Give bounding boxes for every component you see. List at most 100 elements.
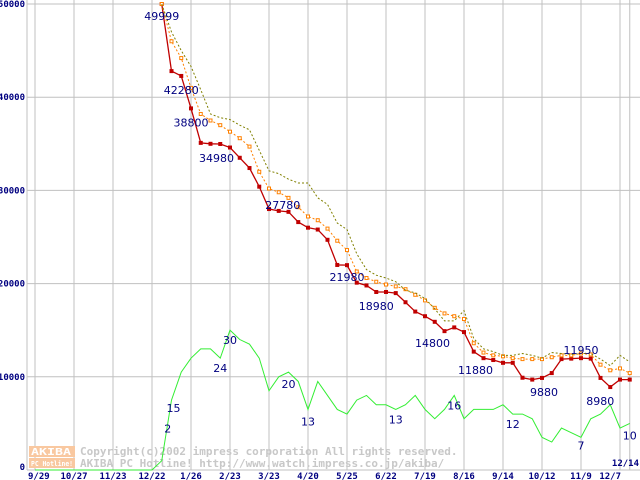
min-point [559, 357, 564, 362]
x-tick-label: 12/14 [612, 459, 640, 469]
average-point [208, 118, 213, 123]
grid [26, 0, 640, 471]
average-point [228, 129, 232, 134]
min-point [549, 371, 554, 376]
min-point [501, 360, 505, 365]
y-tick-label: 0 [20, 463, 25, 473]
average-point [364, 276, 369, 281]
min-point [588, 356, 593, 361]
average-point [276, 190, 281, 195]
data-labels: 49999 42280 38800 34980 27780 21980 18980 14800… [144, 10, 637, 452]
min-point [423, 314, 427, 319]
average-point [325, 226, 330, 231]
price-label: 34980 [199, 152, 234, 165]
x-tick-label: 5/25 [336, 472, 358, 480]
average-point [549, 355, 554, 360]
copyright-text: Copyright(c)2002 impress corporation All… [80, 445, 458, 458]
series-line-shops [35, 329, 630, 471]
min-point [598, 375, 603, 380]
average-point [374, 279, 379, 284]
x-tick-label: 4/20 [297, 472, 319, 480]
min-point [237, 155, 242, 160]
average-point [257, 169, 262, 174]
average-point [315, 218, 320, 223]
min-point [335, 262, 340, 267]
shop-count-label: 7 [578, 439, 585, 452]
min-point [520, 375, 525, 380]
min-point [393, 291, 398, 296]
shop-count-label: 15 [167, 402, 181, 415]
x-tick-label: 10/12 [528, 472, 555, 480]
average-point [481, 350, 486, 355]
min-point [569, 356, 574, 361]
average-point [345, 248, 349, 253]
average-point [218, 123, 223, 128]
average-point [286, 195, 291, 200]
price-label: 27780 [265, 199, 300, 212]
series-line-min [161, 3, 630, 388]
shop-count-label: 13 [301, 415, 315, 428]
y-tick-label: 50000 [0, 0, 25, 10]
price-label: 11950 [564, 344, 599, 357]
x-tick-label: 9/29 [28, 472, 50, 480]
series [35, 2, 632, 471]
average-point [510, 356, 515, 361]
average-point [462, 317, 466, 322]
price-label: 14800 [415, 337, 450, 350]
min-point [208, 141, 213, 146]
average-point [598, 362, 603, 367]
min-point [384, 289, 388, 294]
average-point [520, 357, 525, 362]
price-label: 49999 [144, 10, 179, 23]
min-point [228, 145, 232, 150]
min-point [481, 356, 486, 361]
average-point [306, 214, 310, 219]
min-point [354, 280, 359, 285]
x-tick-label: 10/27 [60, 472, 87, 480]
min-point [374, 289, 379, 294]
min-point [198, 140, 203, 145]
x-tick-label: 11/23 [99, 472, 126, 480]
average-point [179, 56, 184, 61]
shop-count-label: 12 [506, 418, 520, 431]
logo-top-text: AKIBA [31, 447, 71, 458]
price-label: 8980 [586, 395, 614, 408]
average-point [608, 368, 613, 373]
shop-count-label: 30 [223, 334, 237, 347]
min-point [510, 360, 515, 365]
shop-count-label: 13 [389, 413, 403, 426]
logo-bottom-text: PC Hotline! [31, 460, 73, 468]
min-point [413, 309, 418, 314]
price-label: 11880 [458, 364, 493, 377]
average-point [335, 238, 340, 243]
min-point [530, 377, 535, 382]
y-tick-label: 10000 [0, 373, 25, 383]
min-point [618, 377, 622, 382]
min-point [169, 69, 174, 74]
average-point [393, 284, 398, 289]
average-point [354, 269, 359, 274]
min-point [189, 106, 193, 111]
x-tick-label: 11/9 [570, 472, 592, 480]
min-point [452, 325, 457, 330]
min-point [471, 349, 476, 354]
min-point [325, 237, 330, 242]
shop-count-label: 20 [282, 378, 296, 391]
min-point [296, 220, 301, 225]
min-point [462, 330, 466, 335]
min-point [345, 263, 349, 268]
shop-count-label: 16 [447, 399, 461, 412]
price-label: 42280 [164, 84, 199, 97]
series-line-average [161, 3, 630, 374]
average-point [267, 186, 271, 191]
min-point [315, 227, 320, 232]
x-tick-label: 6/22 [375, 472, 397, 480]
shop-count-label: 10 [623, 429, 637, 442]
average-point [296, 205, 301, 210]
average-point [237, 136, 242, 141]
min-point [491, 358, 496, 363]
price-label: 38800 [174, 116, 209, 129]
x-tick-label: 2/23 [219, 472, 241, 480]
average-point [189, 85, 193, 90]
